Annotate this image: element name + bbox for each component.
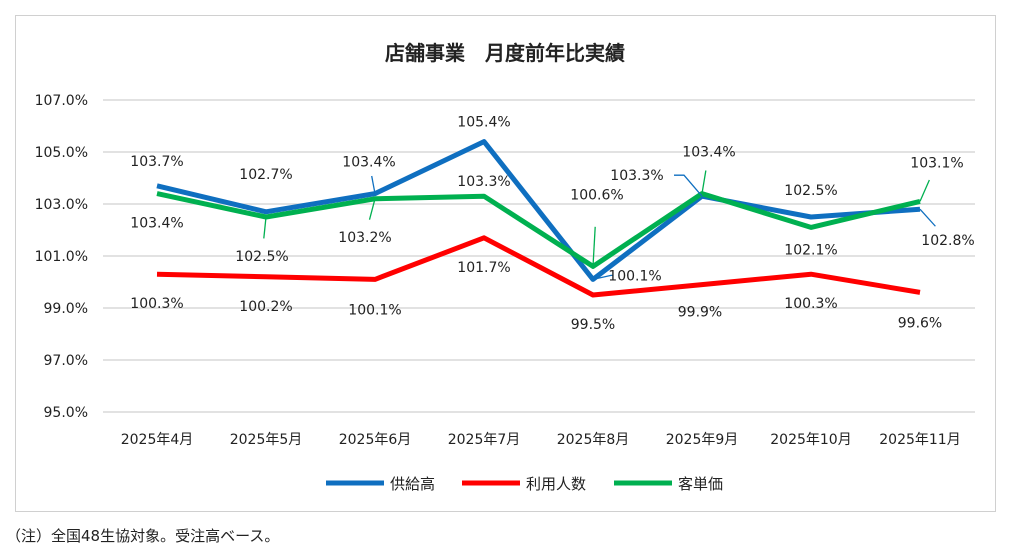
data-label: 102.5%	[784, 183, 837, 199]
leader-line	[368, 198, 376, 220]
x-tick-label: 2025年5月	[230, 432, 303, 448]
y-tick-label: 97.0%	[44, 353, 88, 369]
leader-line	[919, 179, 930, 202]
data-label: 100.3%	[130, 296, 183, 312]
leader-line	[592, 226, 596, 267]
data-label: 103.1%	[910, 155, 963, 171]
x-tick-label: 2025年4月	[121, 432, 194, 448]
y-tick-label: 105.0%	[35, 145, 88, 161]
data-label: 100.6%	[570, 187, 623, 203]
chart-title: 店舗事業 月度前年比実績	[385, 41, 625, 65]
data-label: 102.1%	[784, 242, 837, 258]
x-tick-label: 2025年11月	[879, 432, 960, 448]
leader-line	[919, 208, 936, 227]
y-tick-label: 99.0%	[44, 301, 88, 317]
legend-label: 客単価	[678, 475, 723, 493]
leader-line	[592, 274, 613, 281]
data-label: 101.7%	[457, 260, 510, 276]
data-label: 103.7%	[130, 154, 183, 170]
legend-label: 供給高	[390, 475, 435, 493]
data-label: 103.3%	[457, 174, 510, 190]
data-label: 100.3%	[784, 296, 837, 312]
x-tick-label: 2025年9月	[666, 432, 739, 448]
data-label: 102.5%	[235, 249, 288, 265]
leader-line	[701, 170, 707, 194]
data-label: 103.3%	[610, 168, 663, 184]
data-label: 100.1%	[608, 268, 661, 284]
y-tick-label: 95.0%	[44, 405, 88, 421]
series-line-2	[156, 191, 921, 269]
x-tick-label: 2025年7月	[448, 432, 521, 448]
leader-line	[263, 216, 267, 239]
footnote: （注）全国48生協対象。受注高ベース。	[6, 527, 280, 545]
series-line-1	[156, 235, 921, 298]
data-label: 102.8%	[921, 233, 974, 249]
data-label: 100.1%	[348, 302, 401, 318]
x-tick-label: 2025年6月	[339, 432, 412, 448]
data-label: 99.5%	[571, 317, 615, 333]
data-label: 102.7%	[239, 167, 292, 183]
legend-label: 利用人数	[526, 475, 586, 493]
y-tick-label: 101.0%	[35, 249, 88, 265]
data-label: 105.4%	[457, 115, 510, 131]
data-label: 103.4%	[130, 216, 183, 232]
series-line-0	[156, 139, 921, 282]
data-label: 99.6%	[898, 315, 942, 331]
chart-frame	[15, 15, 996, 512]
data-label: 100.2%	[239, 299, 292, 315]
data-label: 103.4%	[342, 155, 395, 171]
y-tick-label: 103.0%	[35, 197, 88, 213]
leader-line	[371, 175, 376, 194]
x-tick-label: 2025年8月	[557, 432, 630, 448]
data-label: 103.2%	[338, 230, 391, 246]
data-label: 103.4%	[682, 145, 735, 161]
y-tick-label: 107.0%	[35, 93, 88, 109]
x-tick-label: 2025年10月	[770, 432, 851, 448]
leader-line	[674, 174, 703, 197]
data-label: 99.9%	[678, 305, 722, 321]
